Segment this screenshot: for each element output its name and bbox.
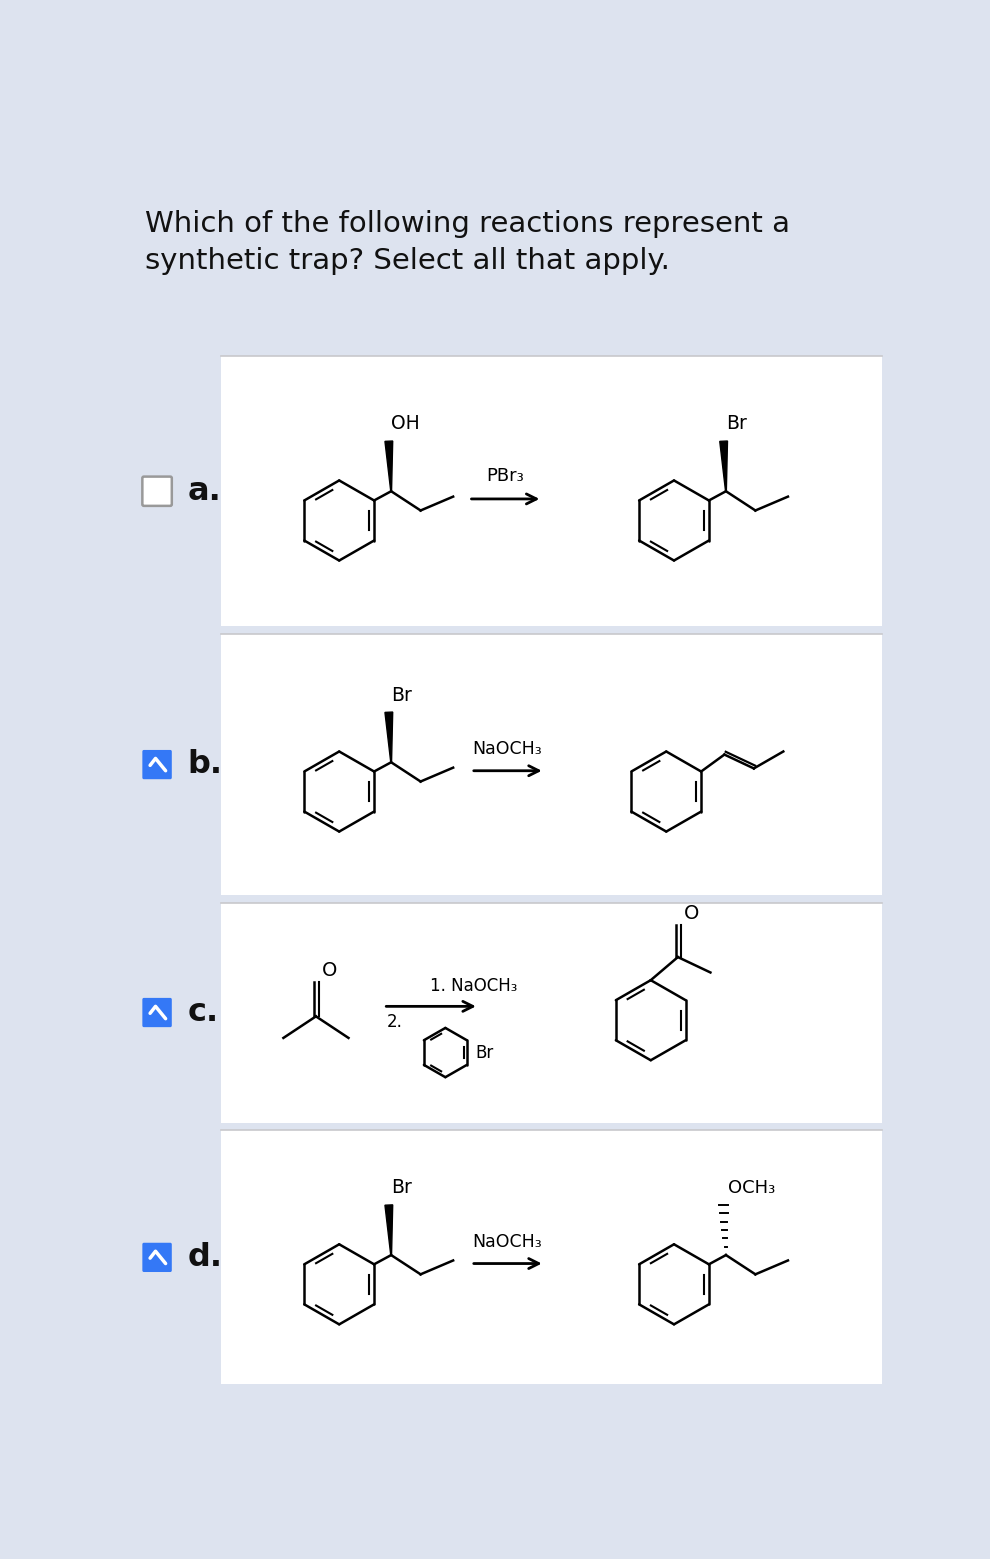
Text: Br: Br bbox=[391, 1179, 412, 1197]
Text: OCH₃: OCH₃ bbox=[728, 1179, 775, 1197]
Text: b.: b. bbox=[187, 748, 223, 780]
Text: NaOCH₃: NaOCH₃ bbox=[472, 1233, 543, 1252]
FancyBboxPatch shape bbox=[143, 1243, 172, 1272]
Text: OH: OH bbox=[391, 415, 420, 433]
Text: O: O bbox=[684, 904, 700, 923]
Polygon shape bbox=[720, 441, 728, 491]
FancyBboxPatch shape bbox=[221, 633, 882, 895]
FancyBboxPatch shape bbox=[143, 998, 172, 1027]
Text: c.: c. bbox=[187, 998, 219, 1027]
FancyBboxPatch shape bbox=[221, 903, 882, 1122]
Text: PBr₃: PBr₃ bbox=[486, 468, 524, 485]
Text: a.: a. bbox=[187, 475, 221, 507]
Text: NaOCH₃: NaOCH₃ bbox=[472, 741, 543, 758]
FancyBboxPatch shape bbox=[221, 357, 882, 627]
Text: Br: Br bbox=[391, 686, 412, 705]
Polygon shape bbox=[385, 1205, 393, 1255]
Text: Br: Br bbox=[475, 1043, 494, 1062]
Text: synthetic trap? Select all that apply.: synthetic trap? Select all that apply. bbox=[146, 248, 670, 274]
FancyBboxPatch shape bbox=[143, 477, 172, 505]
Text: O: O bbox=[322, 962, 338, 981]
Text: d.: d. bbox=[187, 1243, 223, 1272]
Text: 2.: 2. bbox=[387, 1013, 403, 1030]
Polygon shape bbox=[385, 441, 393, 491]
Text: 1. NaOCH₃: 1. NaOCH₃ bbox=[430, 977, 517, 995]
FancyBboxPatch shape bbox=[143, 750, 172, 780]
FancyBboxPatch shape bbox=[221, 1130, 882, 1384]
Text: Which of the following reactions represent a: Which of the following reactions represe… bbox=[146, 210, 790, 239]
Polygon shape bbox=[385, 712, 393, 762]
Text: Br: Br bbox=[726, 415, 746, 433]
